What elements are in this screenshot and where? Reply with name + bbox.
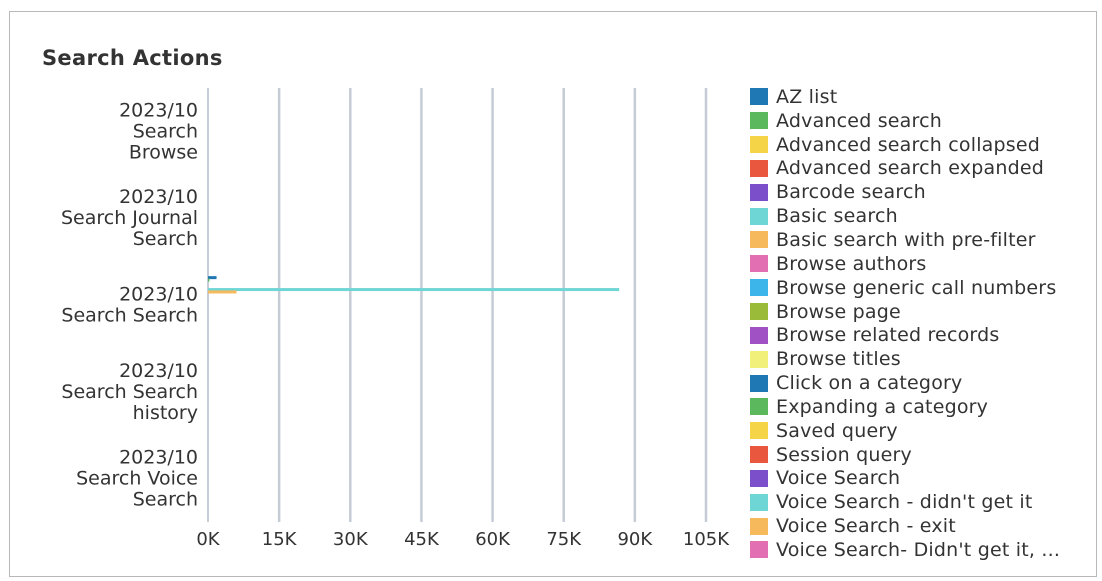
legend-label: Browse generic call numbers	[776, 276, 1057, 299]
chart-panel	[9, 11, 1097, 577]
legend-swatch	[750, 350, 768, 368]
legend-label: Voice Search	[776, 467, 901, 490]
category-label: 2023/10	[119, 360, 198, 382]
bar-advanced-search	[208, 278, 210, 282]
bar-az-list	[208, 276, 217, 280]
legend-item[interactable]: Saved query	[750, 419, 1095, 443]
legend-item[interactable]: Session query	[750, 443, 1095, 467]
legend-label: Saved query	[776, 419, 898, 442]
legend-item[interactable]: Voice Search	[750, 467, 1095, 491]
legend-label: Advanced search expanded	[776, 157, 1044, 180]
legend-label: AZ list	[776, 85, 838, 108]
legend-item[interactable]: Browse related records	[750, 323, 1095, 347]
legend-label: Browse titles	[776, 348, 901, 371]
legend-item[interactable]: Browse titles	[750, 347, 1095, 371]
legend-item[interactable]: Barcode search	[750, 180, 1095, 204]
chart-title: Search Actions	[42, 46, 223, 70]
legend-swatch	[750, 422, 768, 440]
legend-label: Session query	[776, 443, 912, 466]
legend-label: Browse related records	[776, 324, 1000, 347]
category-label: 2023/10	[119, 186, 198, 208]
legend-swatch	[750, 326, 768, 344]
legend-swatch	[750, 88, 768, 106]
legend-swatch	[750, 493, 768, 511]
legend-item[interactable]: AZ list	[750, 85, 1095, 109]
category-label: 2023/10	[119, 284, 198, 306]
x-tick-label: 30K	[333, 529, 369, 550]
legend-item[interactable]: Browse page	[750, 300, 1095, 324]
legend-item[interactable]: Voice Search- Didn't get it, ...	[750, 538, 1095, 562]
category-label: Search	[133, 489, 198, 511]
legend-swatch	[750, 303, 768, 321]
legend-label: Voice Search - exit	[776, 515, 956, 538]
x-tick-label: 75K	[546, 529, 582, 550]
legend-label: Advanced search	[776, 109, 943, 132]
legend-swatch	[750, 398, 768, 416]
category-label: Search Voice	[76, 468, 198, 490]
legend-item[interactable]: Basic search	[750, 204, 1095, 228]
x-tick-label: 105K	[683, 529, 730, 550]
legend-swatch	[750, 541, 768, 559]
legend-item[interactable]: Click on a category	[750, 371, 1095, 395]
legend-swatch	[750, 517, 768, 535]
legend-swatch	[750, 446, 768, 464]
x-tick-label: 0K	[196, 529, 220, 550]
legend-item[interactable]: Voice Search - exit	[750, 514, 1095, 538]
category-label: history	[133, 402, 198, 424]
category-label: 2023/10	[119, 447, 198, 469]
legend-swatch	[750, 159, 768, 177]
legend-swatch	[750, 183, 768, 201]
legend-label: Expanding a category	[776, 395, 989, 418]
legend-label: Browse authors	[776, 252, 927, 275]
legend-swatch	[750, 207, 768, 225]
legend-label: Voice Search- Didn't get it, ...	[776, 538, 1061, 561]
bar-basic-search	[208, 288, 620, 292]
legend-label: Browse page	[776, 300, 901, 323]
category-label: Search Search	[61, 381, 198, 403]
legend-item[interactable]: Advanced search	[750, 109, 1095, 133]
category-label: 2023/10	[119, 99, 198, 121]
bar-basic-search-with-pre-filter	[208, 290, 237, 294]
category-label: Browse	[129, 141, 198, 163]
category-label: Search	[133, 228, 198, 250]
legend-item[interactable]: Advanced search expanded	[750, 157, 1095, 181]
legend-swatch	[750, 112, 768, 130]
legend-swatch	[750, 136, 768, 154]
legend-label: Advanced search collapsed	[776, 133, 1041, 156]
legend-item[interactable]: Advanced search collapsed	[750, 133, 1095, 157]
legend-swatch	[750, 279, 768, 297]
legend-swatch	[750, 469, 768, 487]
legend-swatch	[750, 374, 768, 392]
legend-label: Basic search with pre-filter	[776, 228, 1036, 251]
x-tick-label: 90K	[617, 529, 653, 550]
legend-swatch	[750, 231, 768, 249]
legend-swatch	[750, 255, 768, 273]
category-label: Search Journal	[61, 207, 198, 229]
x-tick-label: 45K	[404, 529, 440, 550]
legend-item[interactable]: Voice Search - didn't get it	[750, 490, 1095, 514]
legend-label: Basic search	[776, 205, 898, 228]
legend-item[interactable]: Expanding a category	[750, 395, 1095, 419]
category-label: Search Search	[61, 305, 198, 327]
x-tick-label: 15K	[262, 529, 298, 550]
legend-item[interactable]: Browse authors	[750, 252, 1095, 276]
legend-label: Barcode search	[776, 181, 926, 204]
category-label: Search	[133, 120, 198, 142]
x-tick-label: 60K	[475, 529, 511, 550]
chart-legend: AZ list Advanced search Advanced search co…	[750, 85, 1095, 562]
legend-label: Click on a category	[776, 372, 963, 395]
legend-item[interactable]: Browse generic call numbers	[750, 276, 1095, 300]
legend-item[interactable]: Basic search with pre-filter	[750, 228, 1095, 252]
legend-label: Voice Search - didn't get it	[776, 491, 1033, 514]
